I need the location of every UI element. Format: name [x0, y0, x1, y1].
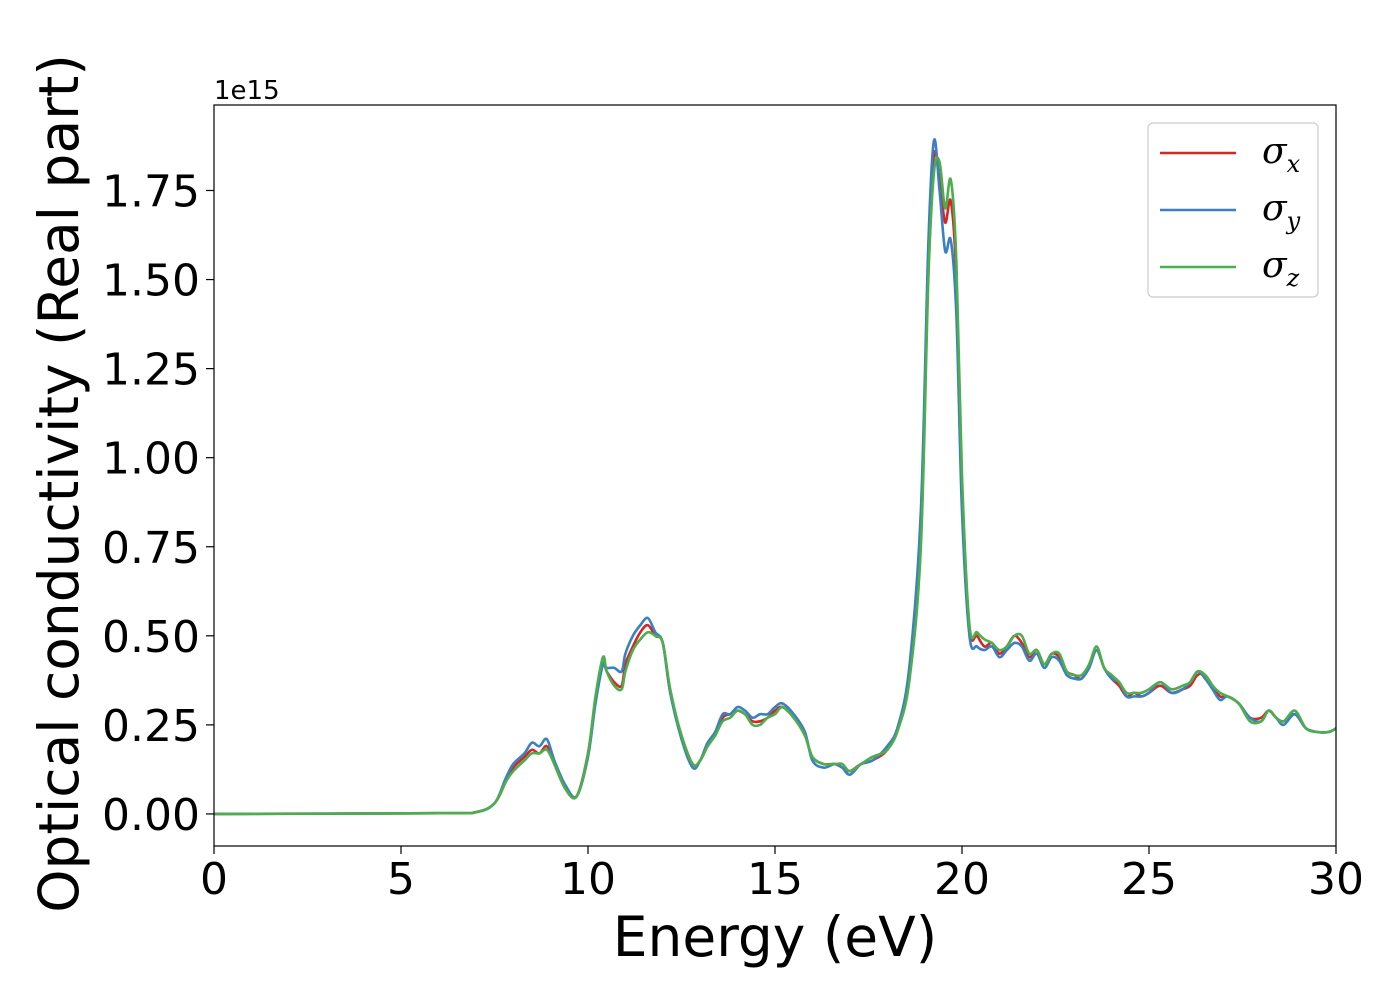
y-axis-offset-label: 1e15 [214, 76, 280, 106]
x-tick-label: 5 [387, 854, 415, 905]
y-tick-label: 0.50 [102, 612, 200, 663]
x-tick-label: 30 [1308, 854, 1364, 905]
x-axis-label: Energy (eV) [613, 905, 937, 969]
y-tick-label: 1.00 [102, 434, 200, 485]
y-axis-label: Optical conductivity (Real part) [27, 54, 91, 913]
x-tick-label: 15 [747, 854, 803, 905]
y-tick-label: 1.50 [102, 256, 200, 307]
series-layer [214, 138, 1336, 816]
x-tick-label: 0 [200, 854, 228, 905]
y-tick-label: 1.75 [102, 167, 200, 218]
y-tick-label: 1.25 [102, 345, 200, 396]
x-tick-label: 20 [934, 854, 990, 905]
x-tick-label: 10 [560, 854, 616, 905]
y-tick-label: 0.25 [102, 701, 200, 752]
y-axis-ticks: 0.00 0.25 0.50 0.75 1.00 1.25 1.50 1.75 [102, 167, 214, 841]
series-line-z [214, 156, 1336, 816]
y-tick-label: 0.00 [102, 790, 200, 841]
legend-item-x: σx [1160, 131, 1301, 178]
x-tick-label: 25 [1121, 854, 1177, 905]
y-tick-label: 0.75 [102, 523, 200, 574]
x-axis-ticks: 0 5 10 15 20 25 30 [200, 846, 1364, 905]
